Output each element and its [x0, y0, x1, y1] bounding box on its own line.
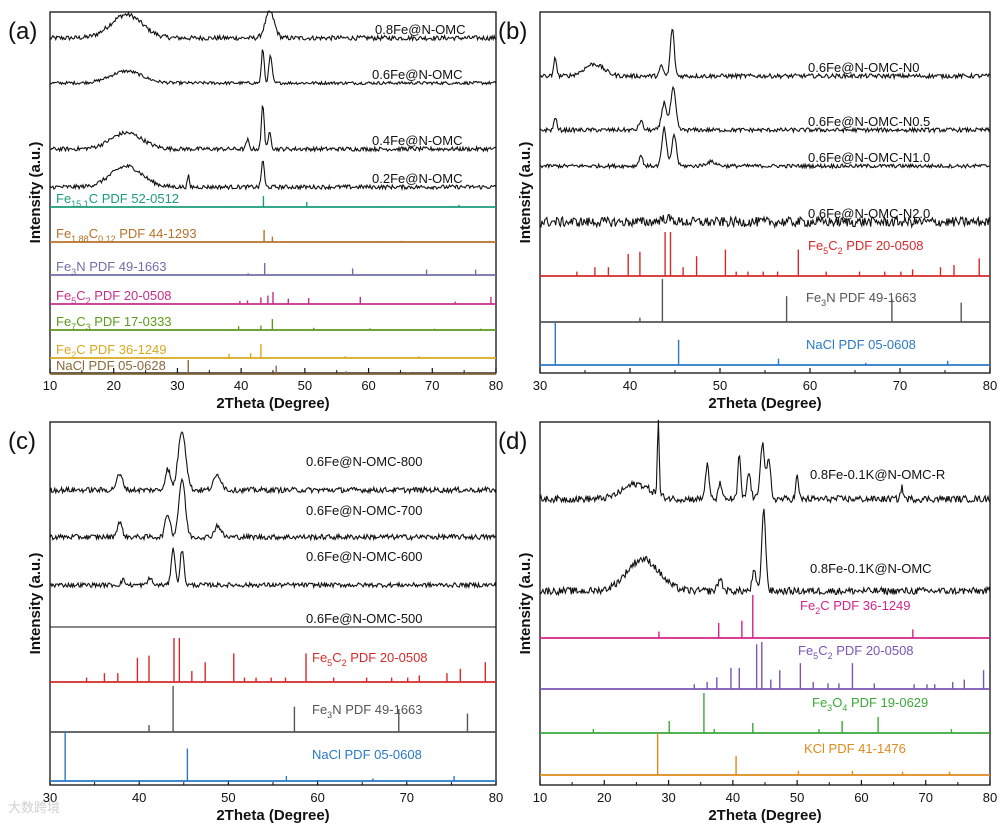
- sample-label: 0.6Fe@N-OMC-800: [306, 454, 423, 469]
- x-tick-label: 70: [425, 378, 439, 393]
- panel-label: (a): [8, 18, 37, 45]
- xrd-trace-0.6Fe@N-OMC-700: [49, 477, 497, 542]
- sample-label: 0.6Fe@N-OMC-N2.0: [808, 206, 930, 221]
- x-tick-label: 20: [597, 790, 611, 805]
- reference-label: Fe15.1C PDF 52-0512: [56, 191, 179, 209]
- xrd-trace-0.2Fe@N-OMC: [49, 160, 497, 192]
- x-tick-label: 50: [221, 790, 235, 805]
- x-tick-label: 20: [106, 378, 120, 393]
- sample-label: 0.6Fe@N-OMC-600: [306, 549, 423, 564]
- reference-label: Fe7C3 PDF 17-0333: [56, 314, 172, 332]
- reference-label: Fe3N PDF 49-1663: [312, 702, 423, 720]
- reference-label: Fe3N PDF 49-1663: [56, 259, 167, 277]
- panel-label: (d): [498, 428, 527, 455]
- watermark-text: 大数跨境: [8, 801, 61, 816]
- x-tick-label: 60: [803, 378, 817, 393]
- y-axis-title: Intensity (a.u.): [517, 142, 534, 244]
- panel-d: (d) 10 20 30 40 50 60 70 80 2Theta (Degree) Intens…: [498, 419, 997, 824]
- plot-frame: [539, 11, 991, 374]
- sample-label: 0.6Fe@N-OMC-N0: [808, 60, 919, 75]
- x-axis-title: 2Theta (Degree): [708, 395, 821, 412]
- reference-label: Fe5C2 PDF 20-0508: [56, 288, 172, 306]
- xrd-trace-0.6Fe@N-OMC-N0: [539, 28, 991, 81]
- xrd-trace-0.6Fe@N-OMC: [49, 49, 497, 87]
- x-tick-label: 40: [726, 790, 740, 805]
- x-tick-label: 60: [361, 378, 375, 393]
- plot-frame: [49, 421, 497, 786]
- reference-label: Fe3O4 PDF 19-0629: [812, 695, 928, 713]
- sample-label: 0.8Fe-0.1K@N-OMC: [810, 561, 932, 576]
- x-tick-label: 50: [298, 378, 312, 393]
- sample-label: 0.4Fe@N-OMC: [372, 133, 463, 148]
- sample-label: 0.6Fe@N-OMC-N1.0: [808, 150, 930, 165]
- x-tick-label: 60: [310, 790, 324, 805]
- y-axis-title: Intensity (a.u.): [517, 553, 534, 655]
- sample-label: 0.2Fe@N-OMC: [372, 171, 463, 186]
- reference-label: Fe3N PDF 49-1663: [806, 290, 917, 308]
- x-tick-label: 40: [132, 790, 146, 805]
- x-tick-label: 30: [533, 378, 547, 393]
- panel-b: (b) 30 40 50 60 70 80 2Theta (Degree) Intensity …: [498, 11, 997, 412]
- x-tick-label: 80: [983, 378, 997, 393]
- x-tick-label: 70: [918, 790, 932, 805]
- x-axis-title: 2Theta (Degree): [216, 807, 329, 824]
- xrd-trace-0.4Fe@N-OMC: [49, 104, 497, 153]
- x-tick-label: 30: [170, 378, 184, 393]
- sample-label: 0.6Fe@N-OMC: [372, 67, 463, 82]
- x-tick-label: 50: [713, 378, 727, 393]
- xrd-trace-0.8Fe@N-OMC: [49, 10, 497, 43]
- xrd-trace-0.6Fe@N-OMC-N1.0: [539, 126, 990, 170]
- x-tick-label: 30: [661, 790, 675, 805]
- xrd-trace-0.8Fe-0.1K@N-OMC-R: [539, 419, 991, 504]
- x-tick-label: 70: [400, 790, 414, 805]
- sample-label: 0.6Fe@N-OMC-500: [306, 611, 423, 626]
- sample-label: 0.8Fe-0.1K@N-OMC-R: [810, 467, 945, 482]
- reference-label: Fe5C2 PDF 20-0508: [312, 650, 428, 668]
- reference-label: Fe5C2 PDF 20-0508: [808, 238, 924, 256]
- x-tick-label: 60: [854, 790, 868, 805]
- x-tick-label: 40: [234, 378, 248, 393]
- xrd-trace-0.6Fe@N-OMC-600: [49, 547, 497, 590]
- x-tick-label: 80: [489, 790, 503, 805]
- reference-label: Fe1.88C0.12 PDF 44-1293: [56, 226, 197, 244]
- sample-label: 0.8Fe@N-OMC: [375, 22, 466, 37]
- x-tick-label: 80: [983, 790, 997, 805]
- x-tick-label: 10: [533, 790, 547, 805]
- x-tick-label: 40: [623, 378, 637, 393]
- reference-label: Fe2C PDF 36-1249: [56, 342, 167, 360]
- xrd-trace-0.8Fe-0.1K@N-OMC: [539, 508, 991, 597]
- panel-label: (b): [498, 18, 527, 45]
- y-axis-title: Intensity (a.u.): [27, 553, 44, 655]
- x-tick-label: 70: [893, 378, 907, 393]
- x-tick-label: 50: [790, 790, 804, 805]
- x-axis-title: 2Theta (Degree): [708, 807, 821, 824]
- x-tick-label: 80: [489, 378, 503, 393]
- reference-label: Fe2C PDF 36-1249: [800, 598, 911, 616]
- xrd-trace-0.6Fe@N-OMC-N2.0: [539, 213, 991, 229]
- panel-c: (c) 30 40 50 60 70 80 2Theta (Degree) Intensity …: [8, 421, 503, 824]
- reference-label: Fe5C2 PDF 20-0508: [798, 643, 914, 661]
- panel-label: (c): [8, 428, 36, 455]
- reference-label: NaCl PDF 05-0628: [56, 358, 166, 373]
- reference-label: NaCl PDF 05-0608: [312, 747, 422, 762]
- xrd-trace-0.6Fe@N-OMC-800: [49, 431, 497, 495]
- panel-a: (a) 10 20 30 40 50 60 70 80 2Theta (Degree) Intens…: [8, 10, 503, 412]
- reference-label: KCl PDF 41-1476: [804, 741, 906, 756]
- y-axis-title: Intensity (a.u.): [27, 142, 44, 244]
- sample-label: 0.6Fe@N-OMC-700: [306, 503, 423, 518]
- x-tick-label: 30: [43, 790, 57, 805]
- x-axis-title: 2Theta (Degree): [216, 395, 329, 412]
- reference-label: NaCl PDF 05-0608: [806, 337, 916, 352]
- x-tick-label: 10: [43, 378, 57, 393]
- xrd-trace-0.6Fe@N-OMC-N0.5: [539, 85, 991, 135]
- sample-label: 0.6Fe@N-OMC-N0.5: [808, 114, 930, 129]
